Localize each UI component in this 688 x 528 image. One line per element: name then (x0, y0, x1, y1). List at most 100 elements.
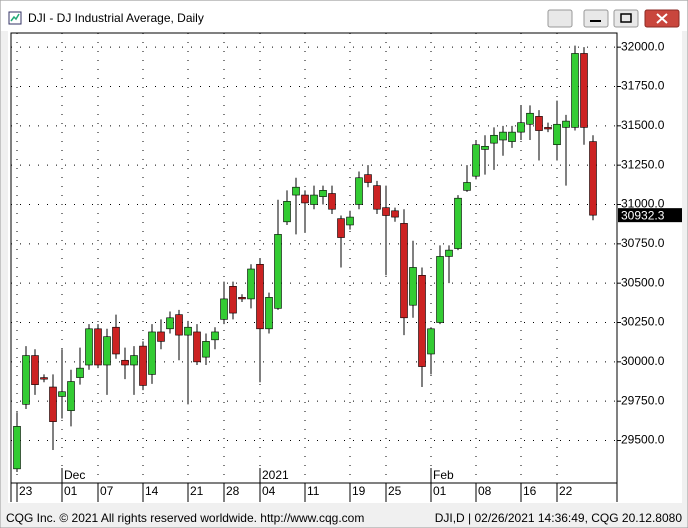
candle-body (436, 256, 444, 323)
y-tick-label: 30500.0 (621, 275, 665, 289)
candle-body (391, 210, 399, 218)
candle-body (67, 381, 75, 411)
copyright: CQG Inc. © 2021 All rights reserved worl… (6, 511, 364, 525)
candle-body (445, 249, 453, 257)
candle-body (364, 174, 372, 183)
close-glyph (656, 13, 668, 24)
plot: 29500.0 29750.0 30000.0 30250.0 30500.0 30750… (11, 33, 682, 502)
candle-body (580, 53, 588, 128)
y-tick-label: 31000.0 (621, 197, 665, 211)
candle-body (85, 328, 93, 366)
candle-body (292, 186, 300, 196)
app-icon-graph (10, 13, 20, 22)
last-price-label: 30932.3 (621, 208, 665, 222)
candle-body (229, 286, 237, 314)
x-tick-label: 04 (262, 484, 276, 498)
period-label: Dec (64, 468, 85, 482)
candle-body (427, 328, 435, 355)
candle-body (274, 234, 282, 309)
candle-body (238, 297, 246, 300)
candle-body (373, 185, 381, 210)
candle-body (418, 275, 426, 367)
window-title: DJI - DJ Industrial Average, Daily (28, 11, 204, 25)
candle-body (454, 197, 462, 249)
x-tick-label: 07 (100, 484, 114, 498)
candle-body (481, 145, 489, 150)
candle-body (409, 267, 417, 306)
candle-body (265, 297, 273, 330)
candle-body (247, 268, 255, 300)
candle-body (562, 120, 570, 128)
candle-body (40, 377, 48, 380)
candle-body (328, 193, 336, 210)
maximize-glyph (620, 13, 632, 23)
candle-body (526, 112, 534, 125)
candle-body (211, 331, 219, 341)
candle-body (166, 317, 174, 330)
last-price-tag (618, 208, 682, 223)
candle-body (157, 331, 165, 342)
candle-body (463, 182, 471, 191)
candle-body (130, 355, 138, 366)
candle-body (139, 345, 147, 386)
candle-body (256, 263, 264, 330)
candle-body (301, 194, 309, 204)
y-tick-label: 29750.0 (621, 393, 665, 407)
candle-body (319, 190, 327, 197)
candle-body (553, 123, 561, 146)
candle-body (355, 177, 363, 205)
candle-body (13, 426, 21, 470)
candle-body (49, 386, 57, 422)
x-tick-label: 25 (388, 484, 402, 498)
candle-body (544, 127, 552, 130)
candle-body (148, 331, 156, 375)
candle-body (121, 359, 129, 366)
y-tick-label: 32000.0 (621, 39, 665, 53)
candle-body (193, 331, 201, 363)
candle-body (103, 336, 111, 366)
candle-body (283, 201, 291, 223)
minimize-button[interactable] (583, 9, 609, 28)
link-button[interactable] (547, 9, 573, 28)
candle-body (571, 53, 579, 128)
status: DJI,D | 02/26/2021 14:36:49, CQG 20.12.8… (435, 511, 683, 525)
x-tick-label: 28 (226, 484, 240, 498)
candle-body (535, 116, 543, 131)
candle-body (499, 131, 507, 141)
candle-body (337, 218, 345, 238)
title-bar (1, 1, 687, 31)
maximize-button[interactable] (613, 9, 639, 28)
y-tick-label: 29500.0 (621, 433, 665, 447)
y-tick-label: 30750.0 (621, 236, 665, 250)
x-tick-label: 16 (523, 484, 537, 498)
y-tick-label: 30000.0 (621, 354, 665, 368)
candle-body (31, 355, 39, 385)
x-tick-label: 08 (478, 484, 492, 498)
chart-background (8, 31, 682, 503)
candle-body (202, 341, 210, 358)
candle-body (76, 367, 84, 378)
x-tick-label: 22 (559, 484, 573, 498)
candle-body (112, 326, 120, 355)
candle-body (589, 141, 597, 216)
x-tick-label: 23 (19, 484, 33, 498)
x-tick-label: 01 (64, 484, 78, 498)
candle-body (220, 298, 228, 320)
candle-body (58, 391, 66, 397)
candle-body (94, 328, 102, 366)
period-label: 2021 (262, 468, 289, 482)
candle-body (508, 131, 516, 142)
x-tick-label: 14 (145, 484, 159, 498)
period-label: Feb (433, 468, 454, 482)
y-tick-label: 31250.0 (621, 157, 665, 171)
candle-body (346, 216, 354, 226)
y-tick-label: 31500.0 (621, 118, 665, 132)
x-tick-label: 01 (433, 484, 447, 498)
candle-body (22, 355, 30, 405)
candle-body (517, 122, 525, 133)
x-tick-label: 21 (190, 484, 204, 498)
candle-body (400, 223, 408, 319)
candle-body (472, 144, 480, 177)
